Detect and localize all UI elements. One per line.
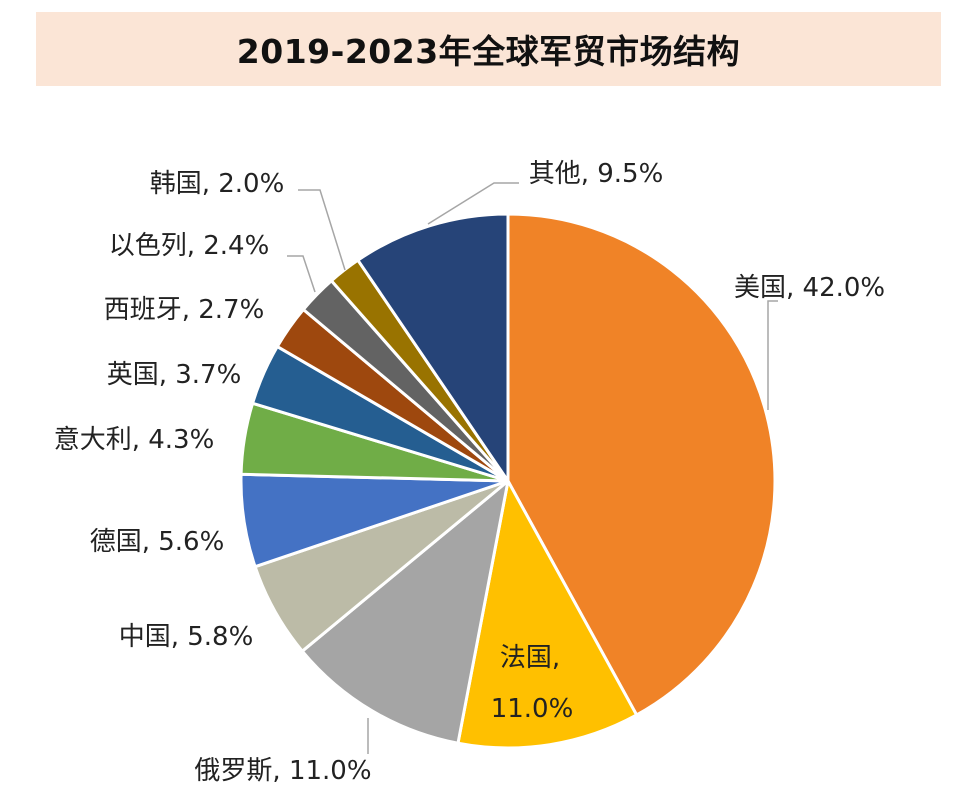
- leader-line-8: [287, 255, 316, 293]
- leader-line-0: [767, 300, 778, 410]
- slice-label-2: 俄罗斯, 11.0%: [194, 756, 371, 786]
- slice-label-0: 美国, 42.0%: [734, 273, 885, 303]
- pie-slices: [239, 212, 777, 750]
- leader-line-9: [298, 189, 346, 271]
- slice-label-10: 其他, 9.5%: [529, 159, 664, 189]
- chart-title-banner: 2019-2023年全球军贸市场结构: [36, 12, 941, 86]
- slice-label-1-line-0: 法国,: [500, 643, 560, 673]
- chart-title: 2019-2023年全球军贸市场结构: [236, 32, 741, 71]
- pie-slice-10: [356, 212, 510, 483]
- leader-lines: [287, 182, 778, 754]
- pie-slice-1: [456, 479, 639, 750]
- slice-labels: 美国, 42.0% 法国, 11.0% 俄罗斯, 11.0% 中国, 5.8% 德国, 5…: [54, 159, 885, 786]
- slice-label-7: 西班牙, 2.7%: [104, 295, 265, 325]
- slice-label-1-line-1: 11.0%: [491, 694, 574, 724]
- leader-line-10: [427, 182, 519, 225]
- pie-slice-2: [300, 479, 510, 745]
- slice-label-3: 中国, 5.8%: [119, 622, 254, 652]
- slice-label-4: 德国, 5.6%: [90, 527, 225, 557]
- slice-label-8: 以色列, 2.4%: [109, 231, 270, 261]
- slice-label-5: 意大利, 4.3%: [54, 425, 215, 455]
- slice-label-9: 韩国, 2.0%: [150, 169, 285, 199]
- pie-slice-0: [506, 212, 777, 717]
- slice-label-6: 英国, 3.7%: [107, 360, 242, 390]
